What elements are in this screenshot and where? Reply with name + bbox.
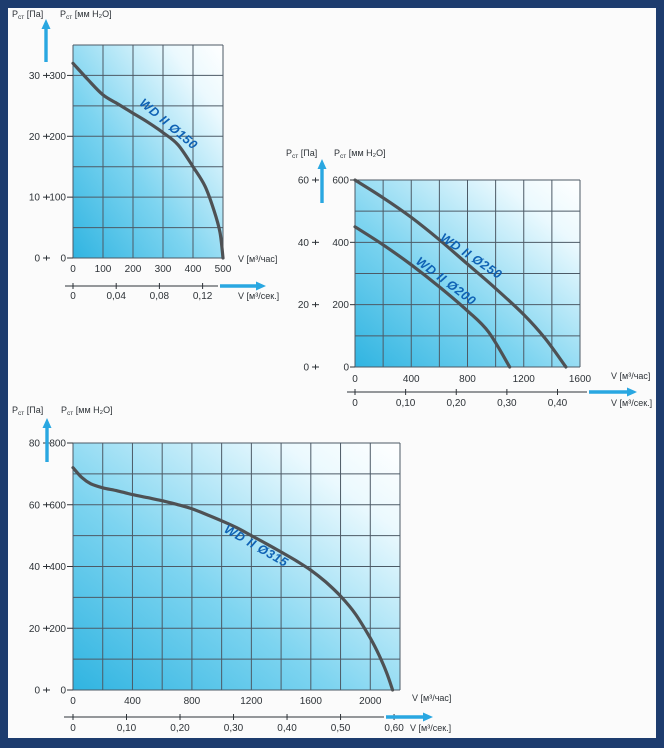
sec-tick-label: 0,30 xyxy=(497,398,517,409)
mm-tick-label: 200 xyxy=(49,624,66,635)
mm-tick-label: 0 xyxy=(60,254,66,265)
fan-curve xyxy=(71,61,225,260)
sec-tick-label: 0 xyxy=(70,723,76,734)
pa-tick-label: 40 xyxy=(298,238,310,249)
pa-tick-label: 20 xyxy=(298,300,310,311)
sec-tick-label: 0 xyxy=(352,398,358,409)
hour-tick-label: 500 xyxy=(215,264,232,275)
pa-tick-label: 60 xyxy=(298,176,310,187)
pa-tick-label: 0 xyxy=(303,363,309,374)
sec-tick-label: 0,08 xyxy=(150,291,170,302)
pressure-axis-arrow-icon xyxy=(42,418,52,428)
mm-tick-label: 400 xyxy=(49,562,66,573)
mm-tick-label: 200 xyxy=(332,300,349,311)
pa-tick-label: 10 xyxy=(29,193,41,204)
hour-tick-label: 1200 xyxy=(240,696,263,707)
pa-tick-label: 40 xyxy=(29,562,41,573)
sec-tick-label: 0,60 xyxy=(384,723,404,734)
hour-tick-label: 100 xyxy=(95,264,112,275)
sec-tick-label: 0,10 xyxy=(117,723,137,734)
hour-tick-label: 400 xyxy=(124,696,141,707)
fan-curve xyxy=(71,466,395,692)
flow-hour-axis-label: V [м³/час] xyxy=(611,371,650,381)
hour-tick-label: 2000 xyxy=(359,696,382,707)
mm-tick-label: 0 xyxy=(60,686,66,697)
sec-tick-label: 0,40 xyxy=(548,398,568,409)
sec-tick-label: 0 xyxy=(70,291,76,302)
mm-tick-label: 200 xyxy=(49,132,66,143)
mm-tick-label: 100 xyxy=(49,193,66,204)
sec-tick-label: 0,50 xyxy=(331,723,351,734)
pa-tick-label: 0 xyxy=(34,686,40,697)
pa-tick-label: 20 xyxy=(29,624,41,635)
hour-tick-label: 0 xyxy=(70,264,76,275)
pressure-pa-axis-label: Pст [Па] xyxy=(12,9,43,21)
sec-tick-label: 0,20 xyxy=(447,398,467,409)
pa-tick-label: 20 xyxy=(29,132,41,143)
pa-tick-label: 30 xyxy=(29,71,41,82)
flow-axis-arrow-icon xyxy=(256,281,266,291)
flow-sec-axis-label: V [м³/сек.] xyxy=(611,398,652,408)
sec-tick-label: 0,20 xyxy=(170,723,190,734)
hour-tick-label: 400 xyxy=(185,264,202,275)
mm-tick-label: 600 xyxy=(332,176,349,187)
pressure-pa-axis-label: Pст [Па] xyxy=(12,405,43,417)
pressure-mm-axis-label: Pст [мм H₂O] xyxy=(60,9,112,21)
hour-tick-label: 1600 xyxy=(569,374,592,385)
mm-tick-label: 800 xyxy=(49,439,66,450)
sec-tick-label: 0,12 xyxy=(193,291,213,302)
hour-tick-label: 800 xyxy=(184,696,201,707)
pressure-pa-axis-label: Pст [Па] xyxy=(286,148,317,160)
sec-tick-label: 0,04 xyxy=(106,291,126,302)
hour-tick-label: 800 xyxy=(459,374,476,385)
pa-tick-label: 80 xyxy=(29,439,41,450)
hour-tick-label: 0 xyxy=(70,696,76,707)
flow-sec-axis-label: V [м³/сек.] xyxy=(410,723,451,733)
hour-tick-label: 300 xyxy=(155,264,172,275)
pa-tick-label: 60 xyxy=(29,500,41,511)
hour-tick-label: 200 xyxy=(125,264,142,275)
sec-tick-label: 0,40 xyxy=(277,723,297,734)
hour-tick-label: 1200 xyxy=(513,374,536,385)
pressure-axis-arrow-icon xyxy=(317,159,327,169)
plot-area xyxy=(73,45,223,258)
flow-hour-axis-label: V [м³/час] xyxy=(412,693,451,703)
pressure-mm-axis-label: Pст [мм H₂O] xyxy=(61,405,113,417)
sec-tick-label: 0,30 xyxy=(224,723,244,734)
hour-tick-label: 400 xyxy=(403,374,420,385)
hour-tick-label: 0 xyxy=(352,374,358,385)
pressure-mm-axis-label: Pст [мм H₂O] xyxy=(334,148,386,160)
sec-tick-label: 0,10 xyxy=(396,398,416,409)
mm-tick-label: 400 xyxy=(332,238,349,249)
hour-tick-label: 1600 xyxy=(300,696,323,707)
fan-curve xyxy=(353,178,568,369)
flow-axis-arrow-icon xyxy=(423,712,433,722)
fan-curve xyxy=(353,225,512,369)
pressure-axis-arrow-icon xyxy=(41,19,51,29)
flow-hour-axis-label: V [м³/час] xyxy=(238,254,277,264)
flow-axis-arrow-icon xyxy=(627,387,637,397)
pa-tick-label: 0 xyxy=(34,254,40,265)
mm-tick-label: 0 xyxy=(343,363,349,374)
mm-tick-label: 300 xyxy=(49,71,66,82)
flow-sec-axis-label: V [м³/сек.] xyxy=(238,291,279,301)
mm-tick-label: 600 xyxy=(49,500,66,511)
